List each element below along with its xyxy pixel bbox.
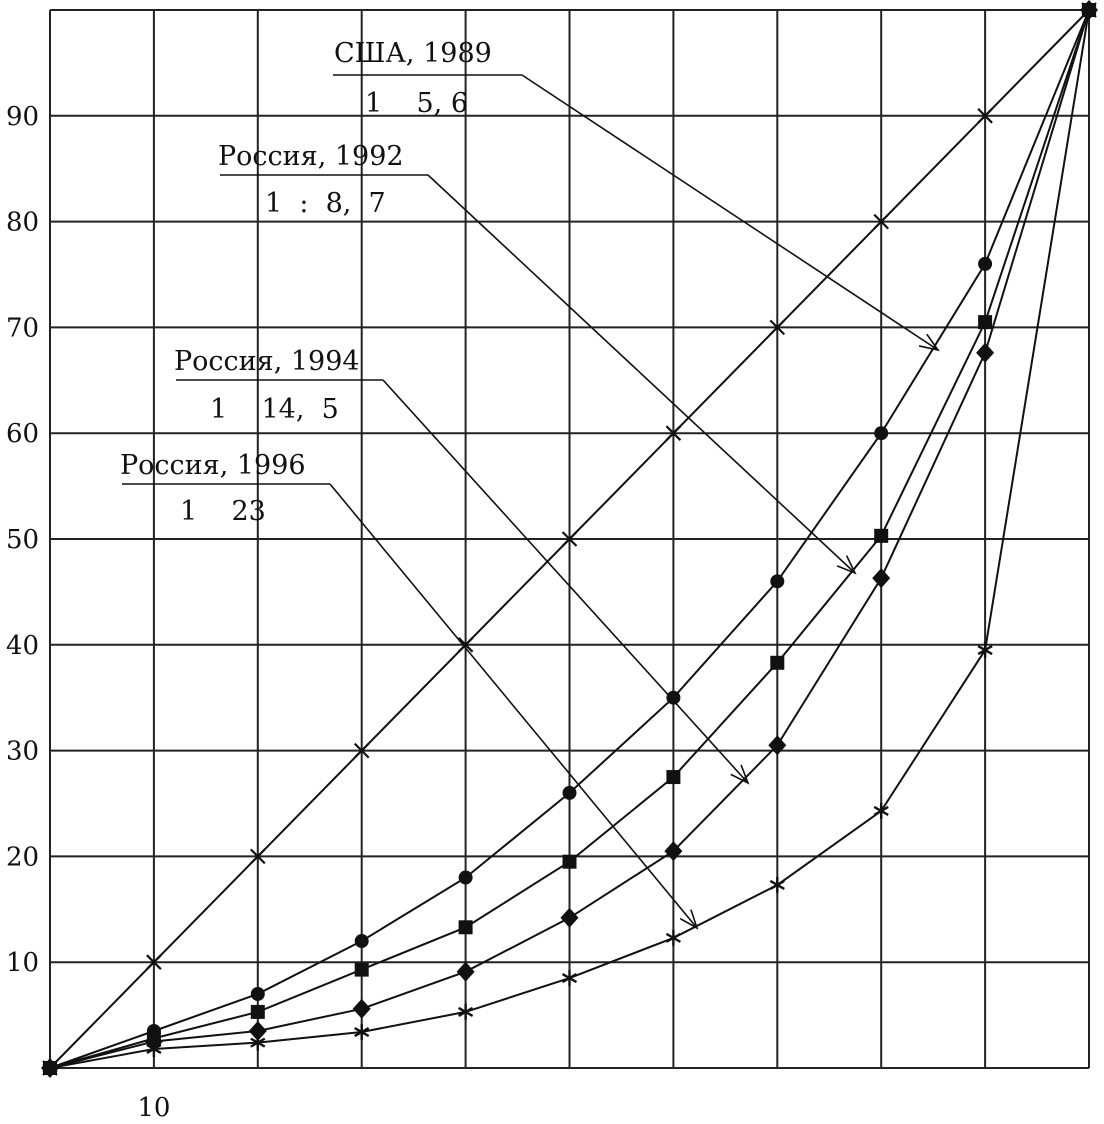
y-tick-label: 30 <box>6 737 39 767</box>
data-point-square <box>250 1004 265 1019</box>
annotation-leader-line <box>521 74 939 351</box>
annotation-leader-line <box>427 174 856 574</box>
y-tick-label: 40 <box>6 631 39 661</box>
arrow-head <box>918 333 940 352</box>
data-point-x <box>769 319 786 336</box>
data-point-asterisk <box>1081 2 1097 18</box>
data-point-asterisk <box>769 876 785 893</box>
data-point-asterisk <box>977 642 993 659</box>
data-point-circle <box>354 934 369 949</box>
data-point-asterisk <box>146 1040 162 1057</box>
arrow-head <box>679 909 699 930</box>
annotation-label: Россия, 1996 <box>120 450 306 481</box>
data-point-asterisk <box>873 802 889 819</box>
y-tick-label: 50 <box>6 525 39 555</box>
data-point-x <box>353 742 370 759</box>
data-point-square <box>458 920 473 935</box>
y-tick-label: 20 <box>6 842 39 872</box>
data-point-circle <box>874 426 889 441</box>
data-point-square <box>770 655 785 670</box>
annotation-leader-line <box>329 483 698 929</box>
annotation-leader-line <box>382 379 749 784</box>
data-point-x <box>977 108 993 124</box>
y-tick-label: 60 <box>6 419 39 449</box>
data-point-diamond <box>664 841 683 862</box>
data-point-asterisk <box>250 1034 266 1051</box>
annotation-ratio: 1 14, 5 <box>210 394 339 425</box>
y-tick-label: 70 <box>6 313 39 343</box>
data-point-circle <box>666 690 681 705</box>
y-tick-label: 90 <box>6 102 39 132</box>
data-point-diamond <box>768 735 787 756</box>
data-point-asterisk <box>458 1003 474 1020</box>
annotations: США, 1989 1 5, 6 Россия, 1992 1 : 8, 7 Росси… <box>120 38 940 930</box>
annotation-ratio: 1 23 <box>180 496 266 527</box>
data-point-diamond <box>352 998 371 1019</box>
data-point-x <box>665 425 682 441</box>
tick-labels: 10 20 30 40 50 60 70 80 90 10 <box>6 102 170 1123</box>
arrow-head <box>730 764 750 785</box>
data-point-asterisk <box>665 929 681 946</box>
data-point-square <box>354 962 369 977</box>
data-point-circle <box>458 870 473 885</box>
arrow-head <box>836 555 857 575</box>
annotation-label: США, 1989 <box>334 38 492 69</box>
data-point-asterisk <box>354 1024 370 1041</box>
annotation-ratio: 1 5, 6 <box>365 88 468 119</box>
y-tick-label: 80 <box>6 208 39 238</box>
data-point-square <box>562 854 577 869</box>
data-point-asterisk <box>561 970 578 987</box>
data-point-circle <box>770 574 785 589</box>
data-point-diamond <box>976 342 995 363</box>
x-tick-label: 10 <box>137 1093 170 1123</box>
annotation-label: Россия, 1994 <box>174 346 360 377</box>
data-point-x <box>873 213 889 230</box>
data-point-circle <box>562 785 577 800</box>
data-point-circle <box>250 986 265 1001</box>
data-point-square <box>666 770 681 785</box>
data-point-diamond <box>560 907 579 928</box>
data-point-diamond <box>248 1020 267 1041</box>
data-point-x <box>457 637 474 653</box>
data-point-asterisk <box>42 1060 58 1076</box>
data-point-x <box>146 954 162 970</box>
data-point-diamond <box>456 961 475 982</box>
y-tick-label: 10 <box>6 948 39 978</box>
series-markers <box>41 0 1098 1078</box>
data-point-diamond <box>872 568 891 589</box>
grid <box>49 9 1090 1069</box>
data-point-circle <box>978 256 993 271</box>
annotation-label: Россия, 1992 <box>218 141 404 172</box>
data-point-square <box>978 315 993 330</box>
data-point-x <box>561 531 578 547</box>
data-point-square <box>874 528 889 543</box>
data-point-x <box>250 848 266 865</box>
annotation-ratio: 1 : 8, 7 <box>265 188 386 219</box>
